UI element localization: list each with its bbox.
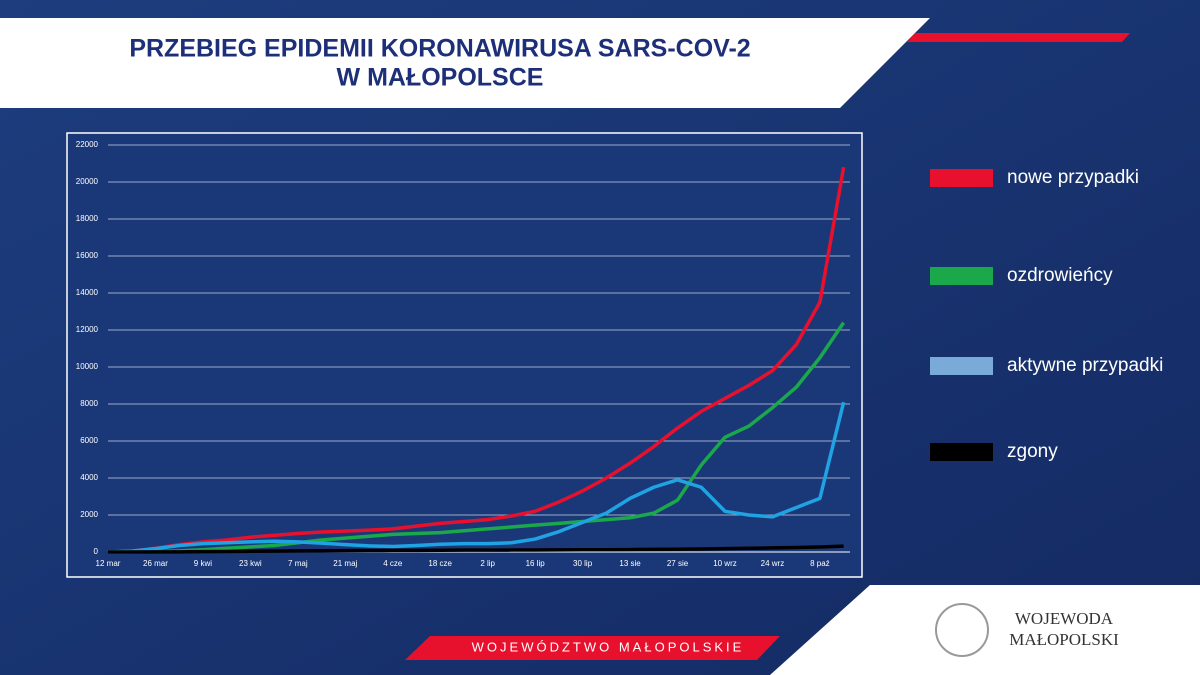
x-tick-label: 4 cze [383, 559, 403, 568]
legend-label: nowe przypadki [1007, 167, 1139, 188]
x-tick-label: 12 mar [96, 559, 121, 568]
y-tick-label: 12000 [76, 325, 99, 334]
x-tick-label: 16 lip [526, 559, 546, 568]
legend-label: ozdrowieńcy [1007, 265, 1113, 286]
office-text: WOJEWODA [1015, 609, 1114, 628]
footer-text: WOJEWÓDZTWO MAŁOPOLSKIE [472, 639, 745, 654]
logo-panel [770, 585, 1200, 675]
y-tick-label: 0 [94, 547, 99, 556]
legend-swatch [930, 267, 993, 285]
title-banner [0, 18, 930, 108]
x-tick-label: 2 lip [480, 559, 495, 568]
x-tick-label: 18 cze [428, 559, 452, 568]
x-tick-label: 23 kwi [239, 559, 262, 568]
y-tick-label: 6000 [80, 436, 98, 445]
series-line [108, 321, 846, 554]
x-tick-label: 21 maj [333, 559, 357, 568]
x-tick-label: 27 sie [667, 559, 689, 568]
y-tick-label: 22000 [76, 140, 99, 149]
legend-label: zgony [1007, 441, 1058, 462]
y-tick-label: 2000 [80, 510, 98, 519]
y-tick-label: 10000 [76, 362, 99, 371]
x-tick-label: 24 wrz [761, 559, 785, 568]
legend-swatch [930, 357, 993, 375]
y-tick-label: 8000 [80, 399, 98, 408]
series-line [108, 544, 844, 554]
emblem [935, 603, 989, 657]
series-line [107, 401, 846, 554]
x-tick-label: 8 paź [810, 559, 830, 568]
y-tick-label: 18000 [76, 214, 99, 223]
y-tick-label: 16000 [76, 251, 99, 260]
x-tick-label: 30 lip [573, 559, 593, 568]
chart-title: PRZEBIEG EPIDEMII KORONAWIRUSA SARS-COV-… [129, 35, 750, 63]
legend-swatch [930, 169, 993, 187]
x-tick-label: 9 kwi [194, 559, 212, 568]
office-text: MAŁOPOLSKI [1009, 630, 1119, 649]
legend-label: aktywne przypadki [1007, 355, 1163, 376]
title-stripe [907, 33, 1130, 42]
x-tick-label: 26 mar [143, 559, 168, 568]
plot-frame [66, 132, 863, 578]
series-line [107, 166, 846, 554]
footer-bar [405, 636, 780, 660]
x-tick-label: 13 sie [619, 559, 641, 568]
y-tick-label: 20000 [76, 177, 99, 186]
chart-title: W MAŁOPOLSCE [337, 64, 544, 92]
x-tick-label: 10 wrz [713, 559, 737, 568]
y-tick-label: 14000 [76, 288, 99, 297]
legend-swatch [930, 443, 993, 461]
y-tick-label: 4000 [80, 473, 98, 482]
x-tick-label: 7 maj [288, 559, 308, 568]
